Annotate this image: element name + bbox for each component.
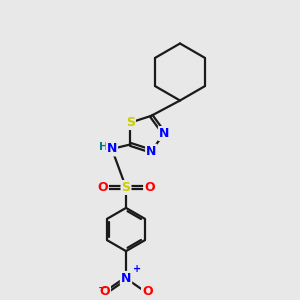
Text: N: N [107,142,117,155]
Text: S: S [122,181,130,194]
Text: N: N [121,272,131,285]
Text: O: O [144,181,155,194]
Text: O: O [99,285,110,298]
Text: −: − [98,283,107,293]
Text: N: N [146,145,156,158]
Text: +: + [133,264,141,274]
Text: S: S [126,116,135,129]
Text: O: O [97,181,108,194]
Text: N: N [159,127,169,140]
Text: H: H [99,142,108,152]
Text: O: O [142,285,153,298]
